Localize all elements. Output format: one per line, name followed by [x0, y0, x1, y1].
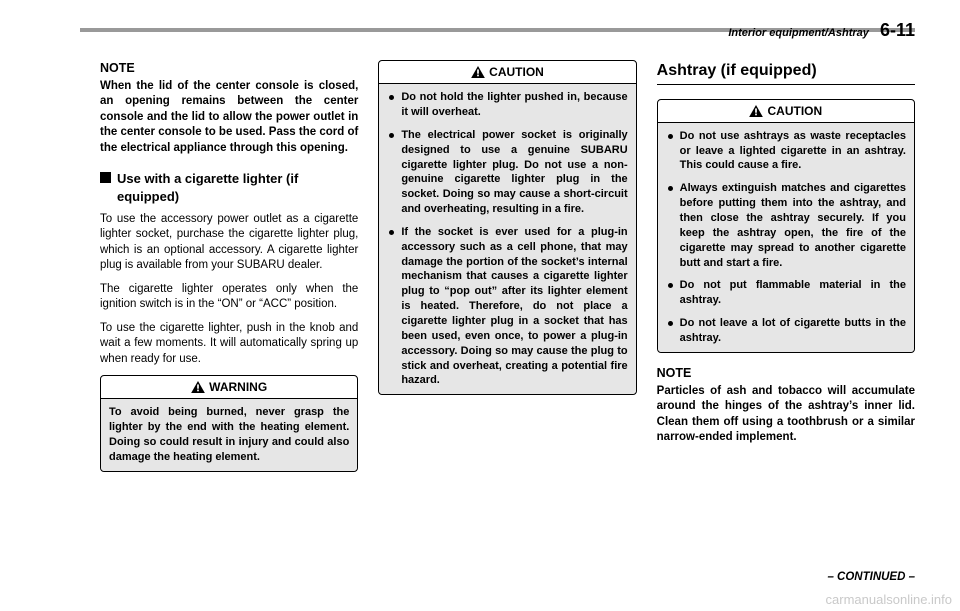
- watermark: carmanualsonline.info: [826, 592, 952, 607]
- list-item: The electrical power socket is originall…: [387, 128, 627, 217]
- section-title: Ashtray (if equipped): [657, 60, 915, 85]
- warning-box: WARNING To avoid being burned, never gra…: [100, 375, 358, 472]
- warning-icon: [749, 105, 763, 117]
- warning-label: WARNING: [209, 379, 267, 395]
- caution-header: CAUTION: [658, 100, 914, 123]
- caution-box: CAUTION Do not hold the lighter pushed i…: [378, 60, 636, 395]
- caution-body: Do not use ashtrays as waste receptacles…: [658, 123, 914, 352]
- warning-header: WARNING: [101, 376, 357, 399]
- note-label: NOTE: [100, 60, 358, 77]
- sub-heading-text: Use with a cigarette lighter (if equippe…: [117, 170, 358, 205]
- warning-body: To avoid being burned, never grasp the l…: [101, 399, 357, 470]
- list-item: Do not put flammable material in the ash…: [666, 278, 906, 308]
- caution-body: Do not hold the lighter pushed in, becau…: [379, 84, 635, 394]
- warning-icon: [471, 66, 485, 78]
- paragraph: To use the cigarette lighter, push in th…: [100, 321, 358, 368]
- continued-label: – CONTINUED –: [827, 571, 915, 583]
- square-bullet-icon: [100, 172, 111, 183]
- column-3: Ashtray (if equipped) CAUTION Do not use…: [657, 60, 915, 563]
- list-item: If the socket is ever used for a plug-in…: [387, 225, 627, 388]
- note-body: When the lid of the center console is cl…: [100, 79, 358, 157]
- column-1: NOTE When the lid of the center console …: [100, 60, 358, 563]
- list-item: Do not use ashtrays as waste receptacles…: [666, 129, 906, 174]
- caution-list: Do not use ashtrays as waste receptacles…: [666, 129, 906, 346]
- note-label: NOTE: [657, 365, 915, 382]
- caution-header: CAUTION: [379, 61, 635, 84]
- page-number: 6-11: [880, 20, 915, 40]
- section-path: Interior equipment/Ashtray: [728, 27, 869, 39]
- paragraph: To use the accessory power outlet as a c…: [100, 212, 358, 274]
- page-header: Interior equipment/Ashtray 6-11: [728, 20, 915, 41]
- caution-label: CAUTION: [489, 64, 544, 80]
- list-item: Do not leave a lot of cigarette butts in…: [666, 316, 906, 346]
- note-body: Particles of ash and tobacco will accumu…: [657, 384, 915, 446]
- list-item: Do not hold the lighter pushed in, becau…: [387, 90, 627, 120]
- sub-heading: Use with a cigarette lighter (if equippe…: [100, 170, 358, 205]
- caution-box: CAUTION Do not use ashtrays as waste rec…: [657, 99, 915, 353]
- caution-label: CAUTION: [767, 103, 822, 119]
- content-columns: NOTE When the lid of the center console …: [100, 60, 915, 563]
- column-2: CAUTION Do not hold the lighter pushed i…: [378, 60, 636, 563]
- paragraph: The cigarette lighter operates only when…: [100, 282, 358, 313]
- list-item: Always extinguish matches and cigarettes…: [666, 181, 906, 270]
- caution-list: Do not hold the lighter pushed in, becau…: [387, 90, 627, 388]
- warning-icon: [191, 381, 205, 393]
